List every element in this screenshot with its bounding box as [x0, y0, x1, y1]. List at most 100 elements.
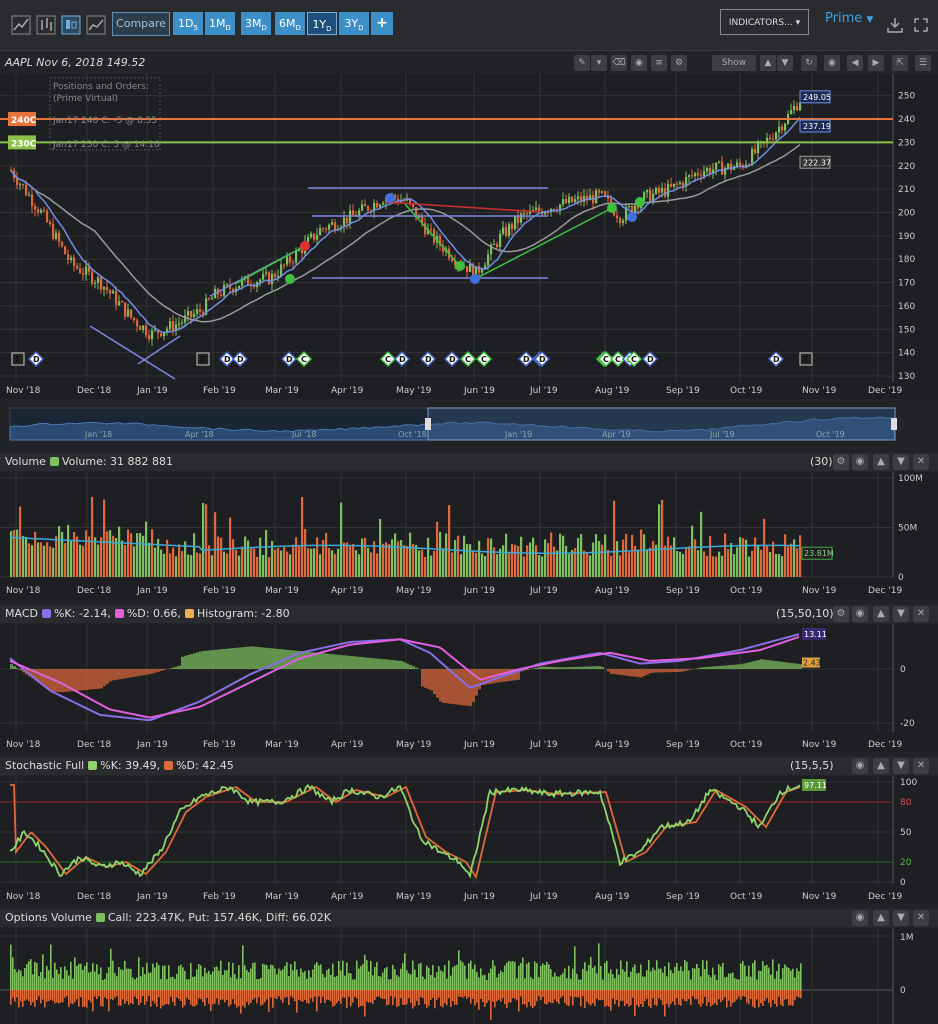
account-selector[interactable]: Prime ▼	[825, 11, 873, 26]
candle[interactable]	[88, 266, 91, 272]
candle[interactable]	[130, 309, 133, 318]
candle[interactable]	[139, 326, 142, 331]
candle[interactable]	[190, 311, 193, 318]
candle[interactable]	[667, 184, 670, 197]
down-arrow-icon[interactable]: ▼	[777, 55, 793, 71]
bar-chart-icon[interactable]	[35, 14, 57, 36]
event-marker[interactable]: D	[218, 350, 236, 368]
candle[interactable]	[376, 202, 379, 208]
candle[interactable]	[289, 256, 292, 263]
candle[interactable]	[634, 205, 637, 213]
candle[interactable]	[16, 178, 19, 185]
candle[interactable]	[670, 184, 673, 187]
candle[interactable]	[154, 329, 157, 331]
candle[interactable]	[28, 194, 31, 196]
candle[interactable]	[718, 161, 721, 163]
candle[interactable]	[604, 191, 607, 197]
candle[interactable]	[529, 210, 532, 215]
event-marker[interactable]: C	[459, 350, 477, 368]
event-marker[interactable]: E	[11, 352, 25, 366]
event-marker[interactable]: D	[517, 350, 535, 368]
candle[interactable]	[751, 149, 754, 165]
event-marker[interactable]: D	[393, 350, 411, 368]
candle[interactable]	[286, 256, 289, 265]
eye-icon[interactable]: ◉	[631, 55, 647, 71]
move-up-icon[interactable]: ▲	[873, 454, 889, 470]
trendline[interactable]	[384, 201, 541, 213]
candle[interactable]	[601, 191, 604, 193]
candle[interactable]	[331, 222, 334, 225]
candle[interactable]	[163, 331, 166, 337]
candle[interactable]	[514, 216, 517, 230]
gear-icon[interactable]: ⚙	[833, 454, 849, 470]
candle[interactable]	[472, 263, 475, 278]
menu-icon[interactable]: ☰	[915, 55, 931, 71]
eye-icon[interactable]: ◉	[852, 758, 868, 774]
move-up-icon[interactable]: ▲	[873, 910, 889, 926]
candle[interactable]	[58, 232, 61, 242]
candle[interactable]	[169, 321, 172, 329]
event-marker[interactable]: D	[231, 350, 249, 368]
candle[interactable]	[739, 162, 742, 166]
candle[interactable]	[625, 206, 628, 221]
event-marker[interactable]: D	[443, 350, 461, 368]
candle[interactable]	[181, 322, 184, 324]
candle[interactable]	[451, 258, 454, 262]
candle[interactable]	[73, 257, 76, 266]
scroll-right-icon[interactable]: ▶	[868, 55, 884, 71]
candle[interactable]	[277, 276, 280, 278]
candle[interactable]	[55, 232, 58, 239]
candle[interactable]	[580, 196, 583, 202]
candle[interactable]	[427, 228, 430, 235]
candle[interactable]	[160, 333, 163, 337]
candle[interactable]	[307, 237, 310, 242]
candle[interactable]	[466, 266, 469, 273]
candle[interactable]	[418, 215, 421, 218]
move-up-icon[interactable]: ▲	[873, 606, 889, 622]
scroll-left-icon[interactable]: ◀	[847, 55, 863, 71]
candle[interactable]	[262, 273, 265, 280]
visibility-icon[interactable]: ◉	[824, 55, 840, 71]
candle[interactable]	[544, 211, 547, 215]
candle[interactable]	[499, 233, 502, 248]
candle[interactable]	[166, 328, 169, 332]
event-marker[interactable]: C	[379, 350, 397, 368]
event-marker[interactable]: D	[27, 350, 45, 368]
indicators-dropdown[interactable]: INDICATORS... ▾	[720, 9, 809, 35]
candle[interactable]	[226, 284, 229, 286]
candle[interactable]	[589, 195, 592, 201]
candle[interactable]	[439, 235, 442, 246]
order-tag-230[interactable]	[8, 135, 36, 150]
candle[interactable]	[193, 313, 196, 318]
event-marker[interactable]: C	[475, 350, 493, 368]
candle[interactable]	[220, 294, 223, 296]
candle[interactable]	[664, 188, 667, 197]
candle[interactable]	[778, 126, 781, 133]
candle[interactable]	[268, 272, 271, 285]
candle[interactable]	[430, 228, 433, 230]
popout-icon[interactable]: ⇱	[892, 55, 908, 71]
candle[interactable]	[679, 182, 682, 185]
candle[interactable]	[136, 320, 139, 327]
candle[interactable]	[706, 168, 709, 172]
candle[interactable]	[310, 233, 313, 238]
candle[interactable]	[682, 182, 685, 187]
event-marker[interactable]: C	[625, 350, 643, 368]
candle[interactable]	[520, 213, 523, 223]
candle[interactable]	[118, 301, 121, 305]
event-marker[interactable]: C	[609, 350, 627, 368]
dropdown-icon[interactable]: ▾	[591, 55, 607, 71]
event-marker[interactable]: C	[295, 350, 313, 368]
area-chart-icon[interactable]	[85, 14, 107, 36]
candle[interactable]	[535, 207, 538, 211]
event-marker[interactable]: D	[533, 350, 551, 368]
candle[interactable]	[469, 263, 472, 273]
add-button[interactable]: +	[371, 12, 393, 35]
candle[interactable]	[697, 173, 700, 176]
candle[interactable]	[232, 288, 235, 293]
candle[interactable]	[586, 195, 589, 201]
candle[interactable]	[694, 173, 697, 176]
candle[interactable]	[238, 285, 241, 289]
candle[interactable]	[652, 193, 655, 202]
